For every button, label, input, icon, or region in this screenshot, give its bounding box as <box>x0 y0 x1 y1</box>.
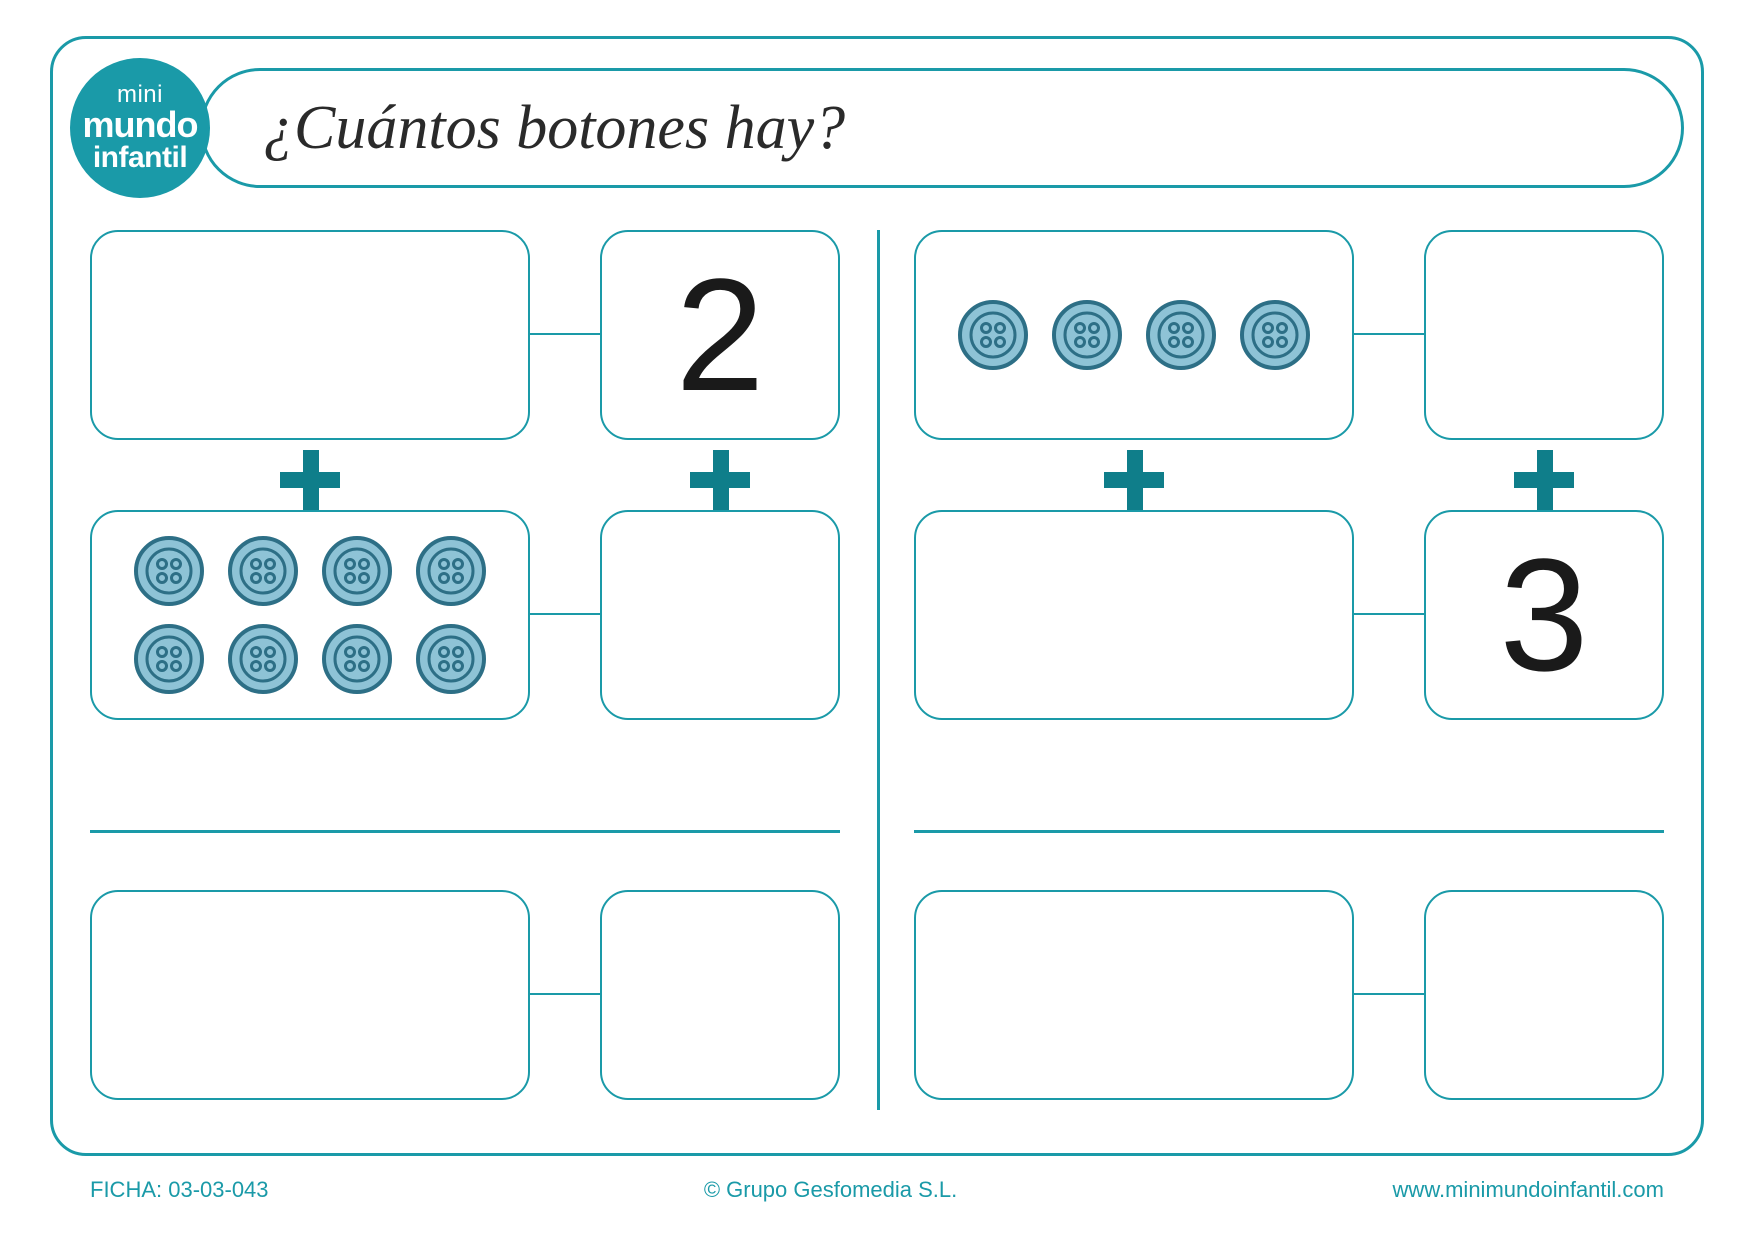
footer: FICHA: 03-03-043 © Grupo Gesfomedia S.L.… <box>90 1170 1664 1210</box>
website-url: www.minimundoinfantil.com <box>1393 1177 1664 1203</box>
button-icon <box>1145 299 1217 371</box>
buttons-box <box>914 890 1354 1100</box>
button-icon <box>1051 299 1123 371</box>
logo-line-2: mundo <box>83 107 198 143</box>
button-icon <box>227 623 299 695</box>
plus-icon <box>690 450 750 510</box>
connector-line <box>530 333 600 335</box>
button-icon <box>321 623 393 695</box>
connector-line <box>530 613 600 615</box>
button-icon <box>227 535 299 607</box>
button-icon <box>133 535 205 607</box>
problem-left: 2 <box>90 230 840 1110</box>
number-box: 3 <box>1424 510 1664 720</box>
number-value: 3 <box>1500 535 1589 695</box>
page-title: ¿Cuántos botones hay? <box>263 93 845 164</box>
plus-icon <box>1104 450 1164 510</box>
number-box <box>1424 890 1664 1100</box>
button-icon <box>321 535 393 607</box>
vertical-divider <box>877 230 880 1110</box>
button-icon <box>415 535 487 607</box>
connector-line <box>1354 613 1424 615</box>
brand-logo: mini mundo infantil <box>70 58 210 198</box>
connector-line <box>1354 333 1424 335</box>
header: ¿Cuántos botones hay? mini mundo infanti… <box>70 58 1684 198</box>
ficha-code: FICHA: 03-03-043 <box>90 1177 269 1203</box>
equals-rule <box>914 830 1664 833</box>
number-box <box>600 890 840 1100</box>
logo-line-3: infantil <box>93 143 187 173</box>
button-icon <box>1239 299 1311 371</box>
buttons-box <box>90 510 530 720</box>
equals-rule <box>90 830 840 833</box>
number-value: 2 <box>676 255 765 415</box>
number-box <box>1424 230 1664 440</box>
problem-right: 3 <box>914 230 1664 1110</box>
plus-icon <box>1514 450 1574 510</box>
title-pill: ¿Cuántos botones hay? <box>200 68 1684 188</box>
buttons-box <box>90 890 530 1100</box>
button-icon <box>957 299 1029 371</box>
connector-line <box>1354 993 1424 995</box>
button-icon <box>415 623 487 695</box>
plus-icon <box>280 450 340 510</box>
work-area: 2 <box>90 230 1664 1110</box>
number-box: 2 <box>600 230 840 440</box>
connector-line <box>530 993 600 995</box>
number-box <box>600 510 840 720</box>
button-icon <box>133 623 205 695</box>
buttons-box <box>90 230 530 440</box>
buttons-box <box>914 510 1354 720</box>
copyright: © Grupo Gesfomedia S.L. <box>704 1177 957 1203</box>
buttons-box <box>914 230 1354 440</box>
